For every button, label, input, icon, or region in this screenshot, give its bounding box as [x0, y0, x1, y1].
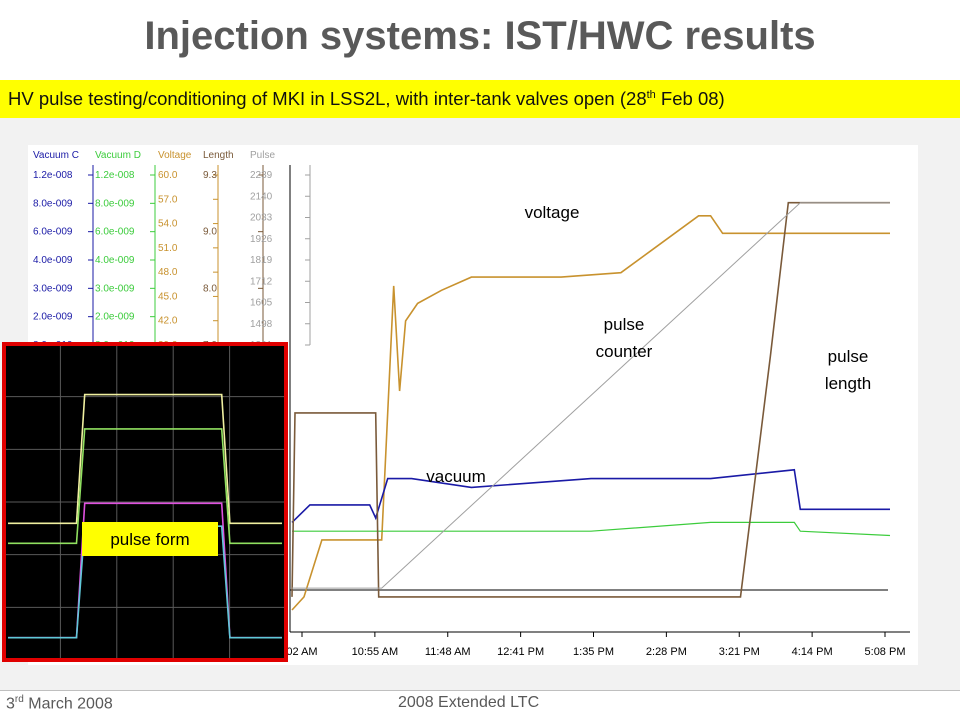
axis-tick-label: 8.0 — [203, 283, 217, 294]
x-tick-label: 2:28 PM — [646, 646, 687, 658]
slide-subtitle: HV pulse testing/conditioning of MKI in … — [0, 80, 960, 118]
series-line-pulse — [292, 202, 890, 589]
x-tick-label: 02 AM — [286, 646, 317, 658]
footer-divider — [0, 690, 960, 691]
axis-tick-label: 1.2e-008 — [33, 170, 73, 181]
axis-name: Length — [203, 150, 234, 161]
axis-tick-label: 45.0 — [158, 291, 178, 302]
axis-tick-label: 2140 — [250, 191, 273, 202]
x-tick-label: 11:48 AM — [425, 646, 471, 658]
axis-tick-label: 57.0 — [158, 194, 178, 205]
x-tick-label: 1:35 PM — [573, 646, 614, 658]
series-line-vacuum-d — [292, 521, 891, 537]
subtitle-sup: th — [646, 88, 656, 101]
x-tick-label: 12:41 PM — [497, 646, 544, 658]
axis-tick-label: 4.0e-009 — [95, 255, 135, 266]
inset-trace — [8, 393, 282, 525]
axis-tick-label: 6.0e-009 — [33, 227, 73, 238]
footer-event: 2008 Extended LTC — [398, 694, 540, 711]
axis-tick-label: 1819 — [250, 255, 273, 266]
footer-date-sup: rd — [14, 694, 24, 705]
axis-tick-label: 3.0e-009 — [33, 283, 73, 294]
axis-tick-label: 4.0e-009 — [33, 255, 73, 266]
inset-trace — [8, 428, 282, 545]
axis-tick-label: 2.0e-009 — [95, 312, 135, 323]
axis-tick-label: 1926 — [250, 234, 273, 245]
annotation-voltage: voltage — [525, 203, 580, 222]
axis-tick-label: 48.0 — [158, 267, 178, 278]
axis-name: Vacuum C — [33, 150, 79, 161]
annotation-pulse-form: pulse form — [110, 530, 189, 549]
axis-name: Pulse — [250, 150, 275, 161]
axis-name: Voltage — [158, 150, 192, 161]
slide-title: Injection systems: IST/HWC results — [144, 14, 816, 58]
axis-tick-label: 2033 — [250, 213, 273, 224]
footer-date-num: 3 — [6, 695, 15, 713]
annotation-pulse-counter: pulse counter — [596, 315, 653, 361]
axis-tick-label: 8.0e-009 — [95, 198, 135, 209]
x-tick-label: 5:08 PM — [865, 646, 906, 658]
series-line-length — [291, 201, 890, 598]
annotation-pulse-length: pulse length — [825, 347, 871, 393]
x-tick-label: 10:55 AM — [352, 646, 398, 658]
subtitle-text-end: Feb 08) — [655, 88, 725, 109]
axis-tick-label: 9.0 — [203, 227, 217, 238]
series-line-vacuum-c — [291, 468, 890, 523]
subtitle-text: HV pulse testing/conditioning of MKI in … — [8, 88, 647, 109]
axis-tick-label: 1.2e-008 — [95, 170, 135, 181]
axis-tick-label: 8.0e-009 — [33, 198, 73, 209]
axis-tick-label: 51.0 — [158, 243, 178, 254]
pulse-form-label-bg — [82, 522, 218, 556]
axis-tick-label: 2239 — [250, 170, 273, 181]
x-tick-label: 3:21 PM — [719, 646, 760, 658]
axis-name: Vacuum D — [95, 150, 141, 161]
axis-tick-label: 42.0 — [158, 316, 178, 327]
axis-tick-label: 60.0 — [158, 170, 178, 181]
annotation-vacuum: vacuum — [426, 467, 486, 486]
axis-tick-label: 54.0 — [158, 219, 178, 230]
axis-tick-label: 1605 — [250, 298, 273, 309]
axis-tick-label: 1498 — [250, 319, 273, 330]
axis-tick-label: 2.0e-009 — [33, 312, 73, 323]
axis-tick-label: 6.0e-009 — [95, 227, 135, 238]
axis-tick-label: 3.0e-009 — [95, 283, 135, 294]
footer-date-rest: March 2008 — [23, 695, 113, 713]
axis-tick-label: 9.3 — [203, 170, 217, 181]
series-line-voltage — [291, 215, 890, 611]
footer-date: 3rd March 2008 — [6, 694, 113, 713]
axis-tick-label: 1712 — [250, 276, 273, 287]
x-tick-label: 4:14 PM — [792, 646, 833, 658]
